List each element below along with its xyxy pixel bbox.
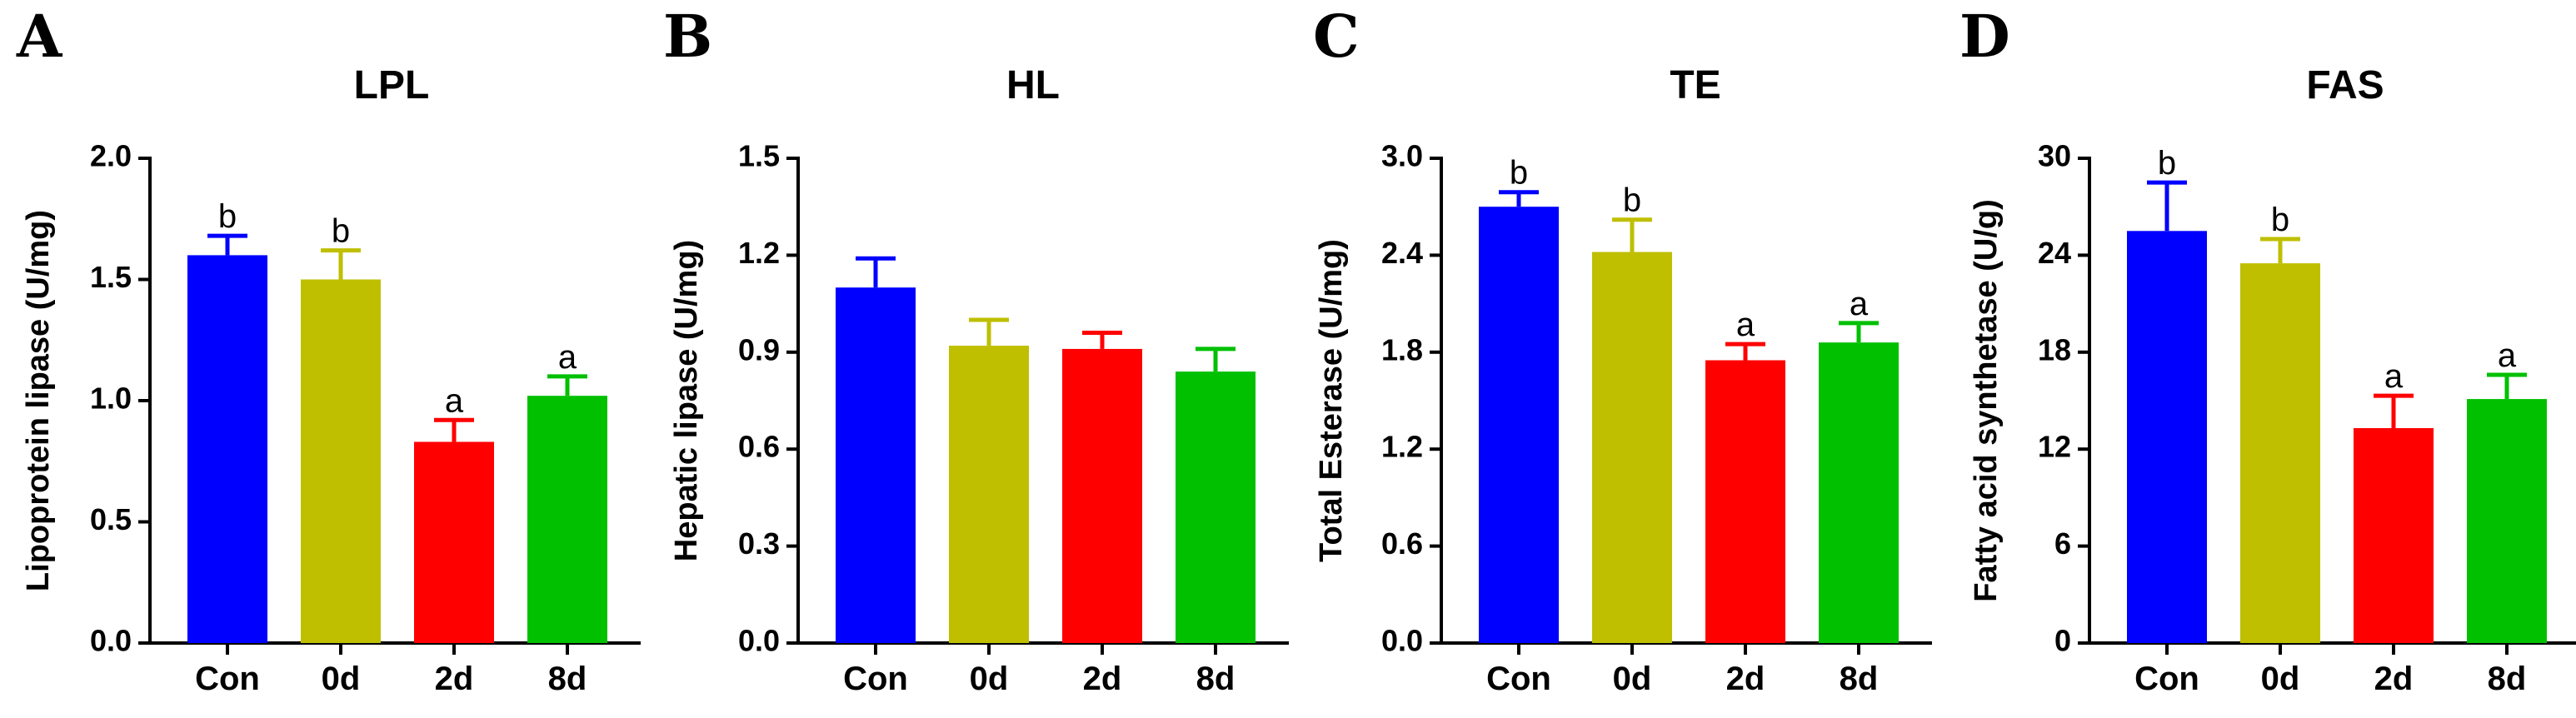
chart-panel-c: C TE Total Esterase (U/mg) 0.0 0.6 1.2 1.8 2.4 3… xyxy=(1313,2,1932,697)
y-tick-label: 1.5 xyxy=(738,139,780,173)
x-tick-label: 2d xyxy=(2374,661,2414,697)
x-tick-label: 0d xyxy=(322,661,361,697)
y-tick-label: 1.0 xyxy=(90,381,132,416)
significance-letter: a xyxy=(2498,337,2517,374)
y-tick-label: 0.0 xyxy=(90,624,132,658)
significance-letter: a xyxy=(2384,358,2404,395)
bar-2d xyxy=(414,441,494,643)
y-tick-label: 30 xyxy=(2038,139,2071,173)
y-axis-label: Lipoprotein lipase (U/mg) xyxy=(21,210,56,591)
significance-letter: b xyxy=(332,213,350,250)
chart-title: LPL xyxy=(354,63,430,107)
y-tick-label: 0 xyxy=(2054,624,2071,658)
bar-0d xyxy=(949,346,1029,643)
bar-2d xyxy=(1705,360,1785,643)
y-tick-label: 2.0 xyxy=(90,139,132,173)
bar-con xyxy=(2127,231,2207,643)
chart-title: FAS xyxy=(2306,63,2384,107)
y-tick-label: 0.9 xyxy=(738,332,780,366)
bar-2d xyxy=(1062,348,1142,643)
y-tick-label: 0.6 xyxy=(738,430,780,464)
y-tick-label: 1.5 xyxy=(90,260,132,294)
y-tick-label: 12 xyxy=(2038,430,2071,464)
bar-con xyxy=(836,287,916,643)
significance-letter: b xyxy=(218,198,237,235)
x-tick-label: 8d xyxy=(1840,661,1879,697)
bar-8d xyxy=(1819,342,1899,643)
significance-letter: b xyxy=(2271,202,2289,238)
y-tick-label: 0.3 xyxy=(738,526,780,561)
y-axis-label: Total Esterase (U/mg) xyxy=(1314,239,1349,562)
y-tick-label: 0.6 xyxy=(1381,526,1423,561)
bar-0d xyxy=(301,279,381,643)
chart-title: HL xyxy=(1006,63,1060,107)
panel-letter: A xyxy=(16,2,63,71)
x-tick-label: Con xyxy=(1486,661,1551,697)
x-tick-label: 0d xyxy=(2261,661,2300,697)
chart-panel-b: B HL Hepatic lipase (U/mg) 0.0 0.3 0.6 0.9 1.2 1… xyxy=(663,2,1289,697)
x-tick-label: 0d xyxy=(1613,661,1652,697)
bar-0d xyxy=(1592,252,1672,643)
bar-0d xyxy=(2240,263,2320,643)
x-tick-label: 8d xyxy=(2488,661,2527,697)
y-axis-label: Hepatic lipase (U/mg) xyxy=(669,240,704,561)
panel-letter: D xyxy=(1959,2,2010,71)
y-tick-label: 18 xyxy=(2038,332,2071,366)
y-axis-label: Fatty acid synthetase (U/g) xyxy=(1969,199,2004,602)
x-tick-label: Con xyxy=(843,661,908,697)
significance-letter: a xyxy=(1736,307,1755,343)
x-tick-label: Con xyxy=(195,661,260,697)
y-tick-label: 3.0 xyxy=(1381,139,1423,173)
y-tick-label: 1.8 xyxy=(1381,332,1423,366)
significance-letter: b xyxy=(1510,155,1528,192)
bar-8d xyxy=(2467,399,2547,643)
bar-con xyxy=(1479,207,1559,643)
y-tick-label: 6 xyxy=(2054,526,2071,561)
chart-title: TE xyxy=(1670,63,1720,107)
bar-8d xyxy=(1176,371,1256,643)
x-tick-label: Con xyxy=(2134,661,2199,697)
panel-letter: B xyxy=(663,2,712,71)
y-tick-label: 24 xyxy=(2038,236,2071,270)
significance-letter: a xyxy=(1850,286,1869,322)
y-tick-label: 1.2 xyxy=(738,236,780,270)
x-tick-label: 2d xyxy=(435,661,474,697)
bar-con xyxy=(187,255,267,643)
y-tick-label: 0.0 xyxy=(1381,624,1423,658)
x-tick-label: 8d xyxy=(548,661,587,697)
y-tick-label: 1.2 xyxy=(1381,430,1423,464)
x-tick-label: 0d xyxy=(970,661,1009,697)
chart-panel-a: A LPL Lipoprotein lipase (U/mg) 0.0 0.5 1.0 1.… xyxy=(16,2,641,697)
chart-panel-d: D FAS Fatty acid synthetase (U/g) 0 6 12 18 24 3… xyxy=(1959,2,2576,697)
x-tick-label: 8d xyxy=(1196,661,1236,697)
significance-letter: b xyxy=(2158,145,2176,182)
y-tick-label: 2.4 xyxy=(1381,236,1423,270)
significance-letter: a xyxy=(445,382,464,419)
x-tick-label: 2d xyxy=(1726,661,1765,697)
x-tick-label: 2d xyxy=(1083,661,1122,697)
significance-letter: a xyxy=(558,339,577,376)
y-tick-label: 0.0 xyxy=(738,624,780,658)
panel-letter: C xyxy=(1313,2,1360,71)
y-tick-label: 0.5 xyxy=(90,502,132,536)
bar-8d xyxy=(527,396,607,643)
bar-2d xyxy=(2354,427,2434,643)
significance-letter: b xyxy=(1623,182,1641,219)
